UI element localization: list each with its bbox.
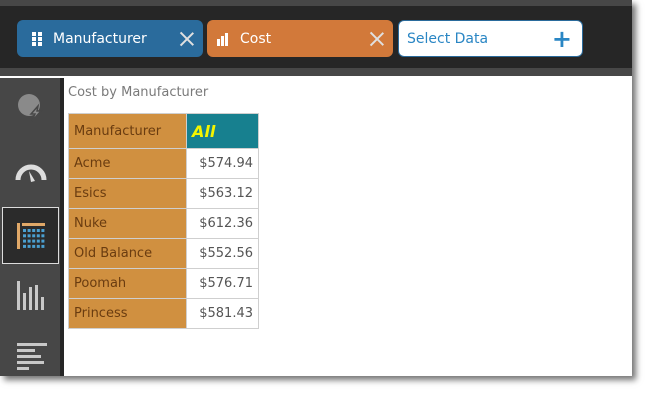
cost-cell: $576.71: [186, 268, 259, 299]
pill-label: Manufacturer: [53, 30, 147, 47]
table-icon: [16, 222, 45, 249]
manufacturer-cell: Princess: [68, 298, 187, 329]
table-row: Acme $574.94: [68, 148, 259, 179]
cost-cell: $574.94: [186, 148, 259, 179]
select-data-label: Select Data: [407, 30, 489, 47]
cost-cell: $552.56: [186, 238, 259, 269]
cost-cell: $563.12: [186, 178, 259, 209]
sidebar-item-gauge[interactable]: [2, 143, 59, 200]
sidebar: [0, 78, 64, 376]
sidebar-item-pie[interactable]: [2, 78, 59, 135]
header-all[interactable]: All: [186, 113, 259, 149]
pivot-table: Manufacturer All Acme $574.94 Esics $563.12…: [68, 113, 259, 329]
select-data-button[interactable]: Select Data +: [398, 20, 583, 57]
manufacturer-cell: Acme: [68, 148, 187, 179]
sidebar-item-bar-chart[interactable]: [2, 266, 59, 323]
pill-label: Cost: [240, 30, 272, 47]
manufacturer-cell: Old Balance: [68, 238, 187, 269]
table-header-row: Manufacturer All: [68, 113, 259, 149]
table-row: Old Balance $552.56: [68, 238, 259, 269]
cost-cell: $612.36: [186, 208, 259, 239]
cost-pill[interactable]: Cost: [207, 20, 393, 57]
sidebar-item-horizontal-bar[interactable]: [2, 328, 59, 376]
horizontal-bar-icon: [16, 342, 47, 370]
bar-chart-icon: [16, 280, 44, 310]
table-row: Poomah $576.71: [68, 268, 259, 299]
sidebar-item-table[interactable]: [2, 207, 59, 264]
close-icon[interactable]: [179, 31, 195, 47]
plus-icon: +: [551, 24, 572, 53]
close-icon[interactable]: [369, 31, 385, 47]
cost-cell: $581.43: [186, 298, 259, 329]
manufacturer-cell: Nuke: [68, 208, 187, 239]
pie-lightning-icon: [17, 93, 43, 122]
manufacturer-cell: Poomah: [68, 268, 187, 299]
manufacturer-pill[interactable]: Manufacturer: [17, 20, 203, 57]
table-row: Nuke $612.36: [68, 208, 259, 239]
gauge-icon: [15, 164, 46, 182]
report-title: Cost by Manufacturer: [68, 85, 209, 100]
report-area: Cost by Manufacturer Manufacturer All Ac…: [64, 78, 632, 376]
table-row: Princess $581.43: [68, 298, 259, 329]
manufacturer-cell: Esics: [68, 178, 187, 209]
header-manufacturer[interactable]: Manufacturer: [68, 113, 187, 149]
table-row: Esics $563.12: [68, 178, 259, 209]
toolbar: Manufacturer Cost Select Data +: [0, 0, 632, 76]
bar-chart-icon: [217, 32, 228, 46]
app-window: Manufacturer Cost Select Data + Cost by …: [0, 0, 632, 376]
grid-icon: [32, 31, 42, 46]
